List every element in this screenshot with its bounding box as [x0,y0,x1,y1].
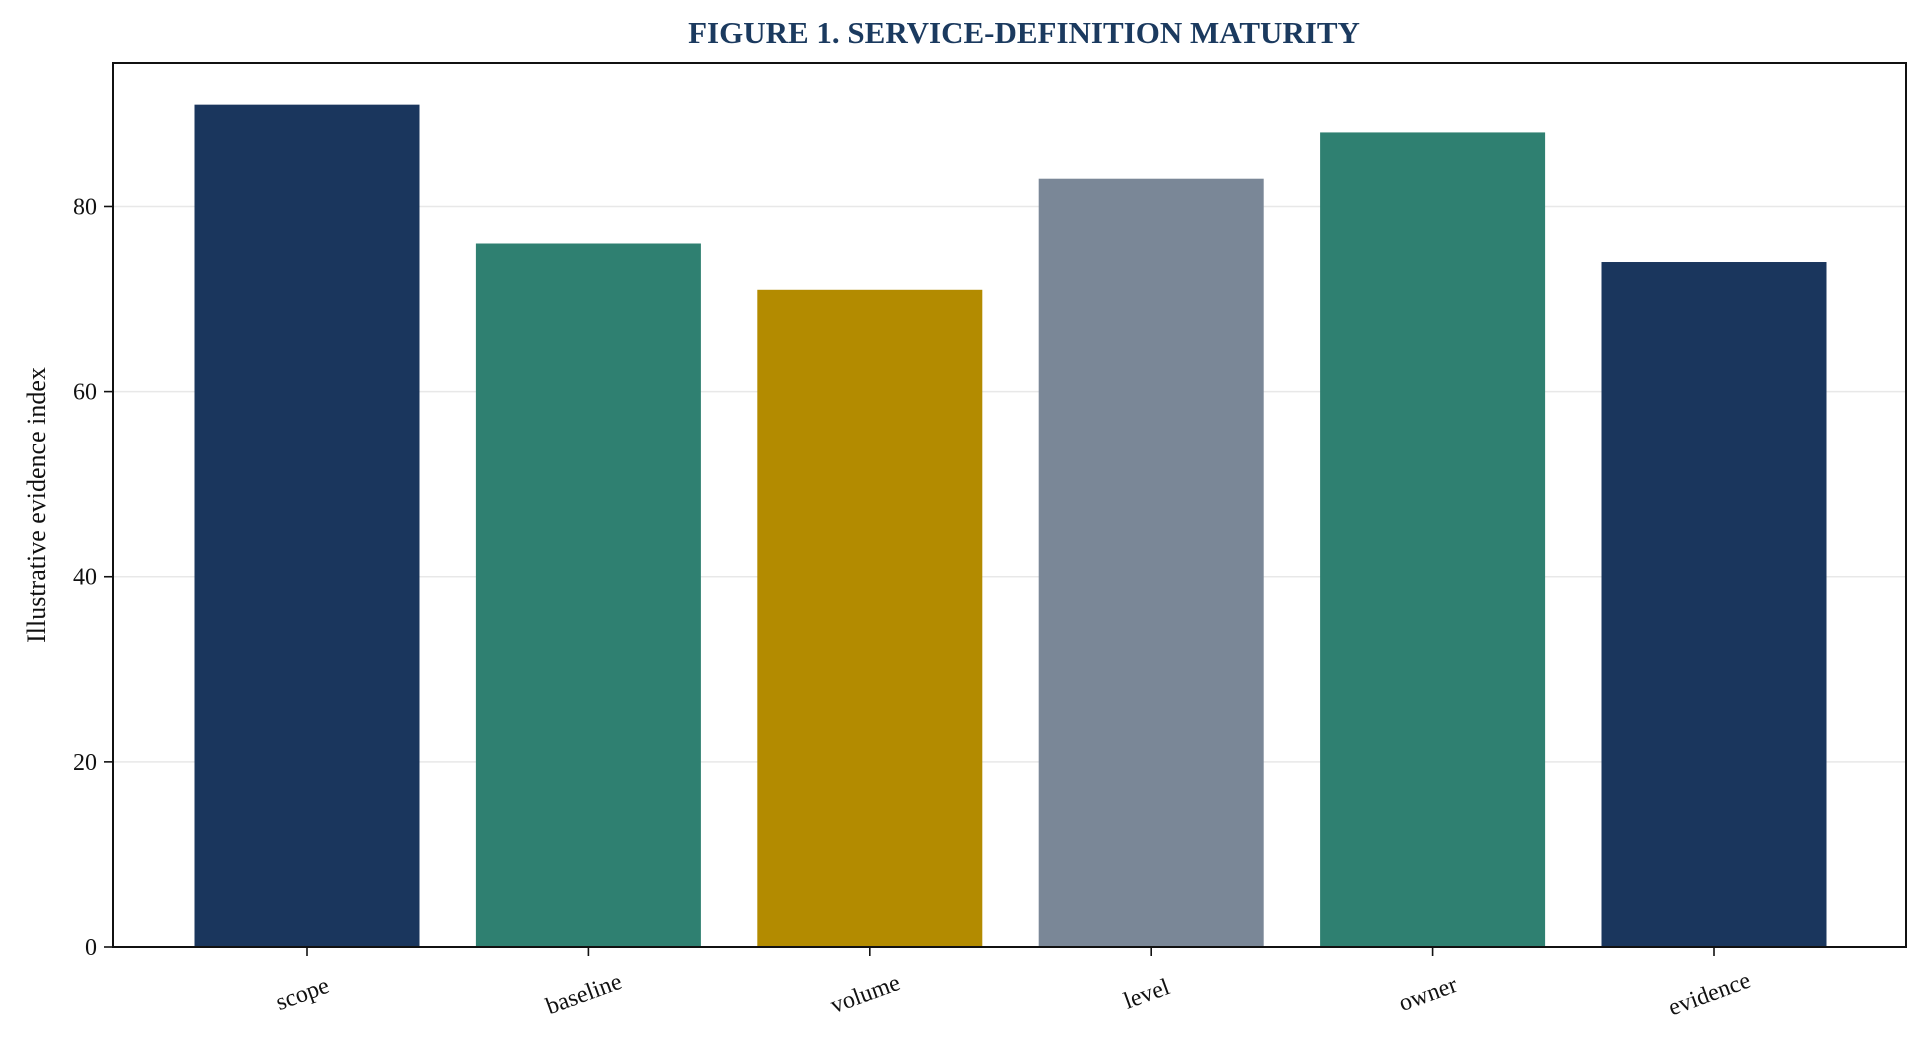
x-tick-label-volume: volume [827,970,904,1019]
bar-owner [1320,132,1546,948]
bar-volume [757,289,983,947]
y-tick-label: 0 [85,935,97,961]
bar-evidence [1601,262,1827,947]
bar-baseline [475,243,701,947]
bar-level [1038,178,1264,948]
plot-area-frame [112,62,1907,948]
y-tick-label: 20 [73,750,97,776]
y-tick-label: 80 [73,194,97,220]
x-tick-label-baseline: baseline [543,969,626,1020]
bar-scope [194,104,420,948]
x-axis-ticks: scope baseline volume level owner evidence [272,947,1754,1021]
x-tick-label-evidence: evidence [1665,968,1754,1022]
y-axis-ticks: 0 20 40 60 80 [73,194,113,961]
x-tick-label-level: level [1120,974,1173,1014]
y-tick-label: 40 [73,565,97,591]
x-tick-label-scope: scope [272,973,332,1016]
chart-title: FIGURE 1. SERVICE-DEFINITION MATURITY [688,15,1360,50]
y-axis-label: Illustrative evidence index [22,367,51,643]
bars [194,104,1827,948]
y-tick-label: 60 [73,380,97,406]
x-tick-label-owner: owner [1396,972,1461,1017]
